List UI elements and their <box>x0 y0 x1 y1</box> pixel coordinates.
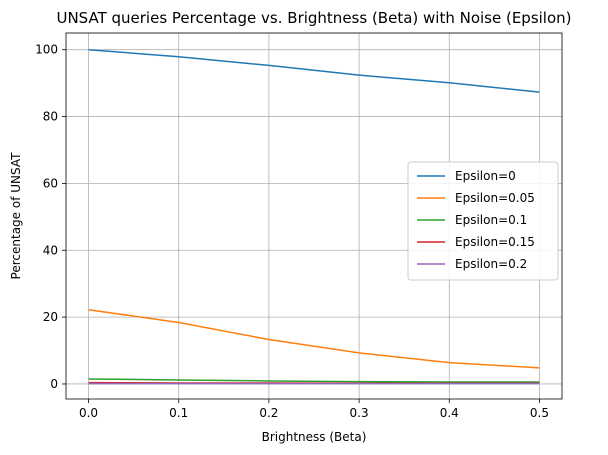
legend-label: Epsilon=0.15 <box>455 235 535 249</box>
x-tick-label: 0.0 <box>79 406 98 420</box>
y-axis: 0 20 40 60 80 100 <box>35 43 66 391</box>
y-tick-label: 80 <box>43 110 58 124</box>
chart-title: UNSAT queries Percentage vs. Brightness … <box>56 9 571 27</box>
legend-box <box>407 161 559 281</box>
y-axis-label: Percentage of UNSAT <box>9 152 23 280</box>
x-tick-label: 0.1 <box>169 406 188 420</box>
x-tick-label: 0.2 <box>259 406 278 420</box>
x-tick-label: 0.4 <box>440 406 459 420</box>
y-tick-label: 60 <box>43 176 58 190</box>
legend: Epsilon=0 Epsilon=0.05 Epsilon=0.1 Epsilon=… <box>407 161 559 281</box>
x-tick-label: 0.5 <box>530 406 549 420</box>
y-tick-label: 100 <box>35 43 58 57</box>
legend-label: Epsilon=0.2 <box>455 257 527 271</box>
series-line-2 <box>88 378 540 383</box>
x-axis: 0.0 0.1 0.2 0.3 0.4 0.5 <box>79 399 549 420</box>
legend-label: Epsilon=0.1 <box>455 213 527 227</box>
y-tick-label: 0 <box>50 377 58 391</box>
y-tick-label: 20 <box>43 310 58 324</box>
series-line-0 <box>88 48 540 93</box>
series-layer <box>88 48 540 385</box>
legend-label: Epsilon=0 <box>455 169 516 183</box>
x-axis-label: Brightness (Beta) <box>262 430 367 444</box>
x-tick-label: 0.3 <box>350 406 369 420</box>
series-line-1 <box>88 309 540 369</box>
plot-frame <box>65 32 563 400</box>
legend-label: Epsilon=0.05 <box>455 191 535 205</box>
y-tick-label: 40 <box>43 243 58 257</box>
